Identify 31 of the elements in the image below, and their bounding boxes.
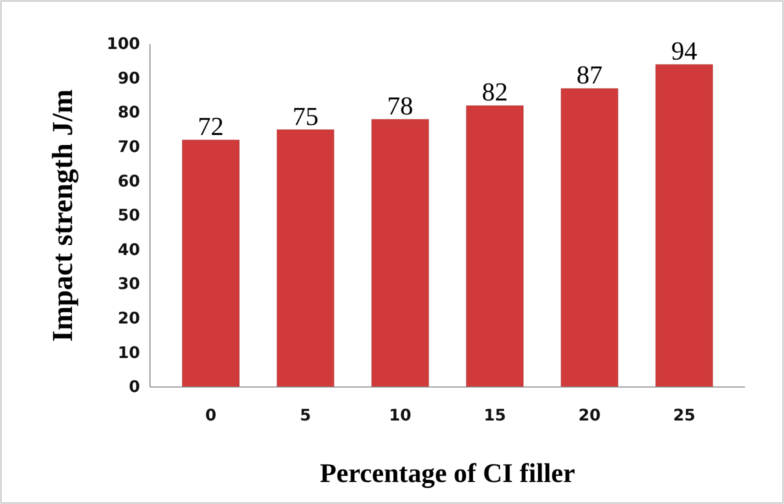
bar <box>656 64 713 388</box>
x-tick-label: 15 <box>484 405 506 424</box>
y-tick-label: 50 <box>118 206 140 225</box>
data-label: 82 <box>482 78 508 107</box>
bar <box>182 140 240 388</box>
x-tick-label: 25 <box>673 405 696 424</box>
bar <box>560 88 618 388</box>
y-tick-label: 0 <box>128 377 140 396</box>
data-label: 78 <box>387 91 414 120</box>
y-tick-label: 40 <box>118 240 140 259</box>
data-label: 75 <box>292 102 318 131</box>
y-tick-label: 100 <box>106 34 140 54</box>
data-label: 87 <box>576 60 603 90</box>
y-tick-label: 70 <box>118 137 140 156</box>
y-tick-label: 60 <box>118 171 140 190</box>
y-tick-label: 80 <box>118 102 140 122</box>
data-label: 72 <box>198 112 224 142</box>
bar <box>466 105 524 388</box>
x-tick-label: 5 <box>300 405 312 424</box>
x-tick-label: 10 <box>389 405 412 424</box>
y-tick-label: 30 <box>118 274 140 294</box>
bar <box>276 130 334 388</box>
x-axis-title: Percentage of CI filler <box>320 458 576 488</box>
y-axis-title: Impact strength J/m <box>47 89 79 342</box>
x-tick-label: 20 <box>578 405 601 424</box>
y-tick-label: 10 <box>118 342 140 362</box>
data-label: 94 <box>671 36 698 66</box>
x-tick-label: 0 <box>205 405 216 424</box>
y-tick-label: 20 <box>118 308 140 328</box>
y-tick-label: 90 <box>118 68 140 88</box>
bar <box>372 119 429 388</box>
